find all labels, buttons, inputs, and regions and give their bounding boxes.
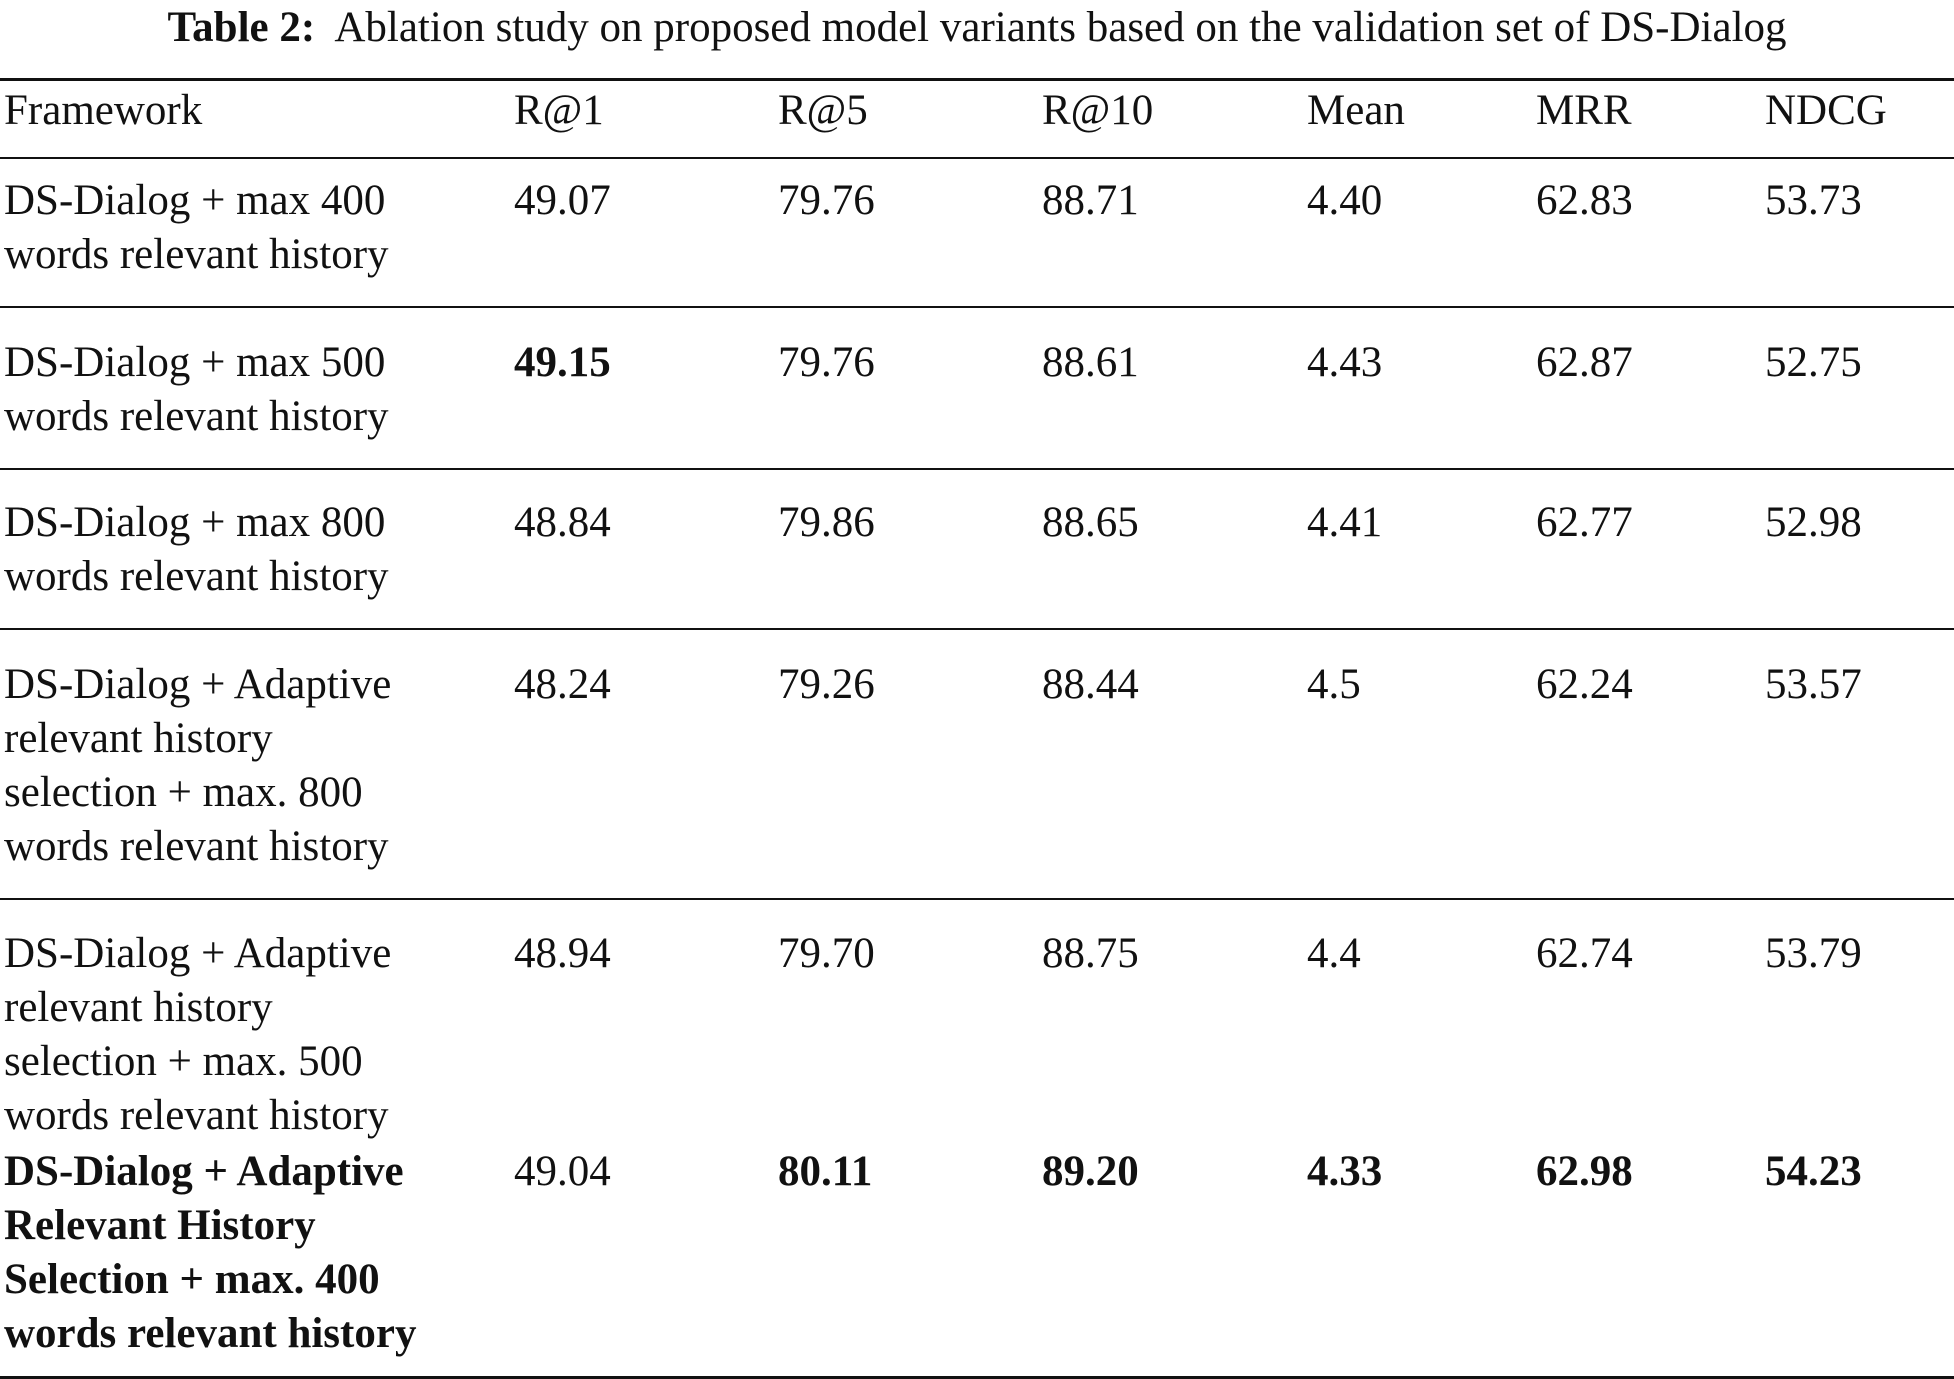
cell-ndcg: 52.98 — [1765, 499, 1862, 546]
framework-line: DS-Dialog + max 500 — [4, 339, 386, 386]
framework-line: relevant history — [4, 984, 273, 1031]
row-rule — [0, 898, 1954, 900]
cell-mrr: 62.83 — [1536, 177, 1633, 224]
framework-cell: DS-Dialog + max 400 words relevant histor… — [4, 174, 504, 282]
header-r-at-1: R@1 — [514, 87, 604, 134]
cell-r-at-5: 79.86 — [778, 499, 875, 546]
row-rule — [0, 468, 1954, 470]
cell-mean: 4.33 — [1307, 1148, 1383, 1195]
cell-r-at-1: 49.15 — [514, 339, 611, 386]
framework-line: relevant history — [4, 715, 273, 762]
framework-line: DS-Dialog + Adaptive — [4, 1148, 404, 1195]
framework-line: words relevant history — [4, 823, 389, 870]
cell-ndcg: 53.73 — [1765, 177, 1862, 224]
cell-mrr: 62.77 — [1536, 499, 1633, 546]
cell-mean: 4.40 — [1307, 177, 1383, 224]
framework-cell: DS-Dialog + Adaptive relevant history sele… — [4, 927, 504, 1143]
cell-r-at-5: 79.76 — [778, 339, 875, 386]
cell-r-at-10: 88.71 — [1042, 177, 1139, 224]
cell-mean: 4.5 — [1307, 661, 1361, 708]
header-r-at-10: R@10 — [1042, 87, 1154, 134]
cell-r-at-1: 48.94 — [514, 930, 611, 977]
framework-line: selection + max. 800 — [4, 769, 363, 816]
cell-mean: 4.4 — [1307, 930, 1361, 977]
cell-mrr: 62.74 — [1536, 930, 1633, 977]
framework-line: DS-Dialog + Adaptive — [4, 661, 392, 708]
framework-line: words relevant history — [4, 231, 389, 278]
framework-line: Relevant History — [4, 1202, 316, 1249]
framework-line: words relevant history — [4, 1310, 417, 1357]
framework-line: words relevant history — [4, 393, 389, 440]
framework-line: words relevant history — [4, 553, 389, 600]
cell-ndcg: 52.75 — [1765, 339, 1862, 386]
framework-line: selection + max. 500 — [4, 1038, 363, 1085]
cell-ndcg: 54.23 — [1765, 1148, 1862, 1195]
cell-mean: 4.41 — [1307, 499, 1383, 546]
header-ndcg: NDCG — [1765, 87, 1887, 134]
framework-line: Selection + max. 400 — [4, 1256, 380, 1303]
cell-mrr: 62.87 — [1536, 339, 1633, 386]
framework-line: words relevant history — [4, 1092, 389, 1139]
header-mean: Mean — [1307, 87, 1405, 134]
caption-text: Ablation study on proposed model variant… — [334, 4, 1787, 51]
cell-r-at-5: 80.11 — [778, 1148, 873, 1195]
caption-label: Table 2: — [167, 4, 316, 51]
framework-cell: DS-Dialog + max 800 words relevant histor… — [4, 496, 504, 604]
bottom-rule — [0, 1376, 1954, 1379]
header-framework: Framework — [4, 87, 203, 134]
cell-r-at-1: 48.84 — [514, 499, 611, 546]
cell-r-at-1: 49.04 — [514, 1148, 611, 1195]
top-rule — [0, 78, 1954, 81]
cell-r-at-10: 88.61 — [1042, 339, 1139, 386]
framework-cell: DS-Dialog + Adaptive relevant history sele… — [4, 658, 504, 874]
cell-r-at-1: 49.07 — [514, 177, 611, 224]
header-mrr: MRR — [1536, 87, 1632, 134]
row-rule — [0, 628, 1954, 630]
cell-r-at-10: 88.65 — [1042, 499, 1139, 546]
framework-line: DS-Dialog + Adaptive — [4, 930, 392, 977]
framework-line: DS-Dialog + max 800 — [4, 499, 386, 546]
cell-ndcg: 53.79 — [1765, 930, 1862, 977]
cell-r-at-1: 48.24 — [514, 661, 611, 708]
cell-r-at-10: 88.75 — [1042, 930, 1139, 977]
header-rule — [0, 157, 1954, 159]
cell-mrr: 62.24 — [1536, 661, 1633, 708]
framework-line: DS-Dialog + max 400 — [4, 177, 386, 224]
cell-r-at-5: 79.76 — [778, 177, 875, 224]
row-rule — [0, 306, 1954, 308]
table-caption: Table 2: Ablation study on proposed mode… — [0, 0, 1954, 62]
cell-mean: 4.43 — [1307, 339, 1383, 386]
cell-r-at-10: 88.44 — [1042, 661, 1139, 708]
header-r-at-5: R@5 — [778, 87, 868, 134]
cell-ndcg: 53.57 — [1765, 661, 1862, 708]
framework-cell: DS-Dialog + Adaptive Relevant History Sele… — [4, 1145, 504, 1361]
framework-cell: DS-Dialog + max 500 words relevant histor… — [4, 336, 504, 444]
cell-mrr: 62.98 — [1536, 1148, 1633, 1195]
cell-r-at-5: 79.26 — [778, 661, 875, 708]
cell-r-at-5: 79.70 — [778, 930, 875, 977]
cell-r-at-10: 89.20 — [1042, 1148, 1139, 1195]
